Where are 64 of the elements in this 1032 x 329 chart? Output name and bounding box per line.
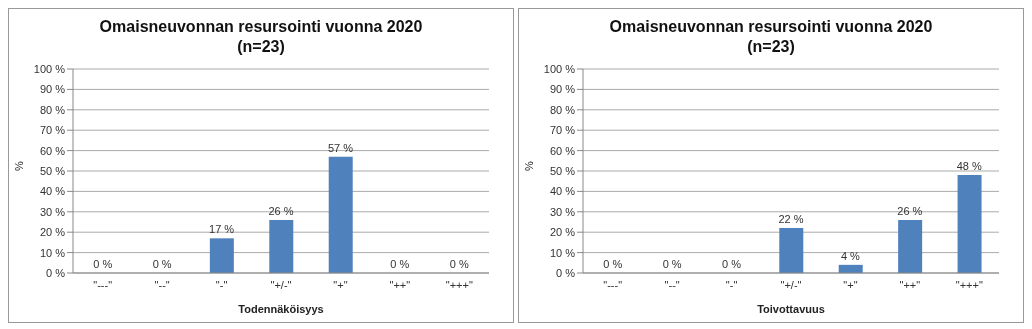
data-label: 48 % <box>956 160 983 173</box>
y-tick-label: 50 % <box>39 164 66 177</box>
y-tick-label: 100 % <box>33 62 66 75</box>
data-label: 17 % <box>209 223 235 236</box>
y-tick-label: 30 % <box>39 205 66 218</box>
y-tick-label: 0 % <box>556 266 576 279</box>
chart-title: Omaisneuvonnan resursointi vuonna 2020 <box>98 17 424 37</box>
x-tick-label: "+/-" <box>270 278 292 291</box>
data-label: 4 % <box>840 249 861 262</box>
data-label: 22 % <box>778 213 804 226</box>
data-label: 26 % <box>897 204 923 217</box>
data-label: 57 % <box>327 141 354 154</box>
y-tick-label: 100 % <box>543 62 576 75</box>
x-tick-label: "---" <box>93 278 113 291</box>
y-axis-title: % <box>522 161 535 171</box>
chart-subtitle: (n=23) <box>236 37 286 57</box>
y-tick-label: 30 % <box>549 205 576 218</box>
y-tick-label: 0 % <box>46 266 66 279</box>
x-tick-label: "++" <box>899 278 921 291</box>
x-axis-title: Todennäköisyys <box>238 303 324 315</box>
x-tick-label: "--" <box>664 278 680 291</box>
y-tick-label: 80 % <box>39 103 66 116</box>
chart-title: Omaisneuvonnan resursointi vuonna 2020 <box>608 17 934 37</box>
y-tick-label: 60 % <box>39 144 66 157</box>
y-tick-label: 10 % <box>549 246 576 259</box>
bar <box>269 219 294 273</box>
y-tick-label: 70 % <box>549 124 576 137</box>
data-label: 0 % <box>603 258 623 270</box>
y-tick-label: 80 % <box>549 103 576 116</box>
y-tick-label: 40 % <box>39 185 66 198</box>
x-axis-title: Toivottavuus <box>757 303 825 315</box>
data-label: 0 % <box>390 258 410 270</box>
bar <box>209 238 234 273</box>
x-tick-label: "+++" <box>955 278 983 291</box>
data-label: 0 % <box>722 258 742 270</box>
y-tick-label: 20 % <box>39 226 66 239</box>
x-tick-label: "++" <box>389 278 411 291</box>
x-tick-label: "+" <box>333 278 348 291</box>
bar <box>328 156 353 273</box>
data-label: 0 % <box>152 258 172 270</box>
y-tick-label: 20 % <box>549 226 576 239</box>
x-tick-label: "-" <box>215 278 228 291</box>
x-tick-label: "---" <box>603 278 623 291</box>
y-tick-label: 10 % <box>39 246 66 259</box>
x-tick-label: "+/-" <box>780 278 802 291</box>
data-label: 0 % <box>662 258 682 270</box>
y-tick-label: 40 % <box>549 185 576 198</box>
y-tick-label: 60 % <box>549 144 576 157</box>
y-tick-label: 50 % <box>549 164 576 177</box>
data-label: 0 % <box>449 258 469 270</box>
data-label: 26 % <box>268 204 294 217</box>
chart-subtitle: (n=23) <box>746 37 796 57</box>
y-axis-title: % <box>12 161 25 171</box>
x-tick-label: "+" <box>843 278 858 291</box>
x-tick-label: "-" <box>725 278 738 291</box>
bar <box>779 228 804 273</box>
bar <box>957 175 982 273</box>
y-tick-label: 70 % <box>39 124 66 137</box>
x-tick-label: "--" <box>154 278 170 291</box>
data-label: 0 % <box>93 258 113 270</box>
y-tick-label: 90 % <box>39 83 66 96</box>
y-tick-label: 90 % <box>549 83 576 96</box>
bar <box>898 219 923 273</box>
x-tick-label: "+++" <box>445 278 473 291</box>
